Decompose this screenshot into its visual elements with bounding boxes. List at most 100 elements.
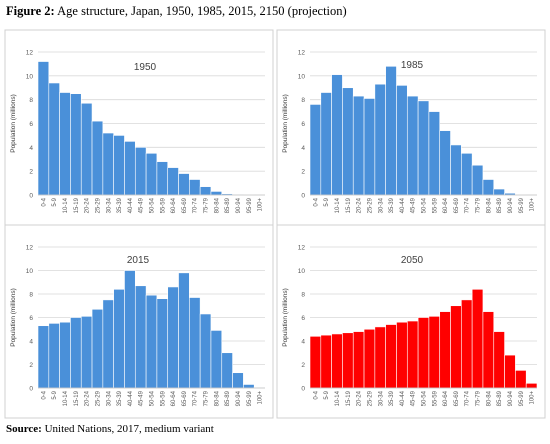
bar-85-89 (493, 331, 505, 389)
bar-65-69 (178, 272, 190, 389)
bar-35-39 (113, 288, 125, 389)
chart-panel-1950: 0 2 4 6 8 10 12 Population (millions) 0-4 5-9 10-1… (4, 29, 274, 226)
bar-35-39 (385, 324, 397, 389)
bar-0-4 (309, 104, 322, 196)
x-tick-label: 20-24 (357, 197, 363, 213)
x-tick-label: 60-64 (443, 197, 449, 213)
y-tick-label: 6 (29, 315, 33, 322)
bar-5-9 (48, 82, 60, 196)
bar-50-54 (417, 100, 430, 196)
x-tick-label: 65-69 (182, 390, 188, 406)
bar-25-29 (91, 308, 104, 389)
x-tick-label: 75-79 (476, 197, 482, 213)
x-tick-label: 70-74 (193, 390, 199, 406)
bar-85-89 (221, 352, 233, 389)
x-tick-label: 40-44 (400, 197, 406, 213)
y-tick-label: 2 (301, 169, 305, 176)
bar-35-39 (385, 66, 397, 196)
x-tick-label: 75-79 (204, 197, 210, 213)
x-tick-label: 65-69 (454, 390, 460, 406)
y-tick-label: 0 (29, 193, 33, 200)
x-tick-label: 100+ (258, 391, 264, 405)
x-tick-label: 45-49 (411, 197, 417, 213)
y-tick-label: 4 (301, 145, 305, 152)
x-tick-label: 55-59 (160, 197, 166, 213)
y-axis-label: Population (millions) (282, 288, 289, 347)
bar-5-9 (320, 334, 332, 389)
bar-45-49 (134, 285, 147, 389)
x-tick-label: 25-29 (95, 390, 101, 406)
x-tick-label: 85-89 (497, 197, 503, 213)
y-tick-label: 2 (29, 169, 33, 176)
x-tick-label: 20-24 (85, 390, 91, 406)
x-tick-label: 45-49 (139, 390, 145, 406)
bar-40-44 (124, 270, 136, 389)
x-tick-label: 15-19 (74, 197, 80, 213)
x-tick-label: 5-9 (52, 197, 58, 206)
bar-0-4 (309, 335, 322, 389)
bar-55-59 (428, 111, 441, 196)
bar-70-74 (461, 152, 473, 196)
x-tick-label: 90-94 (508, 390, 514, 406)
bar-60-64 (439, 130, 451, 196)
x-tick-label: 95-99 (247, 197, 253, 213)
chart-title: 2015 (127, 255, 150, 266)
bar-95-99 (243, 384, 255, 389)
x-tick-label: 90-94 (508, 197, 514, 213)
bar-85-89 (493, 188, 505, 196)
bar-75-79 (471, 288, 484, 389)
x-tick-label: 20-24 (85, 197, 91, 213)
x-tick-label: 95-99 (519, 197, 525, 213)
bar-65-69 (178, 173, 190, 196)
y-tick-label: 12 (298, 245, 306, 252)
x-tick-label: 40-44 (128, 390, 134, 406)
x-tick-label: 65-69 (454, 197, 460, 213)
chart-panel-1985: 0 2 4 6 8 10 12 Population (millions) 0-4 5-9 10-1… (276, 29, 546, 226)
bar-90-94 (232, 372, 244, 389)
x-tick-label: 65-69 (182, 197, 188, 213)
bar-40-44 (396, 321, 408, 389)
bar-90-94 (504, 354, 516, 389)
y-tick-label: 12 (298, 50, 306, 57)
y-axis-label: Population (millions) (10, 288, 17, 347)
x-tick-label: 60-64 (171, 390, 177, 406)
chart-title: 1985 (401, 60, 424, 71)
bar-45-49 (406, 320, 419, 389)
x-tick-label: 70-74 (465, 390, 471, 406)
bar-45-49 (406, 95, 419, 196)
bar-100+ (525, 382, 538, 389)
x-tick-label: 5-9 (324, 390, 330, 399)
bar-20-24 (80, 102, 93, 196)
x-tick-label: 60-64 (443, 390, 449, 406)
source-text: United Nations, 2017, medium variant (44, 423, 214, 435)
x-tick-label: 0-4 (313, 197, 319, 206)
figure-label: Figure 2: (6, 4, 55, 18)
x-tick-label: 10-14 (335, 390, 341, 406)
bar-70-74 (461, 299, 473, 389)
bar-55-59 (156, 298, 169, 389)
x-tick-label: 55-59 (160, 390, 166, 406)
bar-30-34 (102, 299, 114, 389)
x-tick-label: 0-4 (41, 390, 47, 399)
bar-0-4 (37, 61, 50, 196)
bar-15-19 (70, 317, 82, 389)
x-tick-label: 35-39 (389, 197, 395, 213)
x-tick-label: 85-89 (497, 390, 503, 406)
y-axis-label: Population (millions) (282, 94, 289, 153)
bar-20-24 (80, 316, 93, 389)
y-tick-label: 10 (26, 268, 34, 275)
bar-60-64 (167, 286, 179, 389)
bar-15-19 (70, 93, 82, 196)
x-tick-label: 40-44 (128, 197, 134, 213)
bar-55-59 (156, 161, 169, 196)
bar-45-49 (134, 147, 147, 196)
x-tick-label: 90-94 (236, 390, 242, 406)
bar-25-29 (363, 98, 376, 196)
bar-30-34 (102, 132, 114, 196)
source-label: Source: (6, 423, 42, 435)
x-tick-label: 15-19 (74, 390, 80, 406)
bar-70-74 (189, 179, 201, 196)
x-tick-label: 50-54 (422, 390, 428, 406)
x-tick-label: 5-9 (52, 390, 58, 399)
